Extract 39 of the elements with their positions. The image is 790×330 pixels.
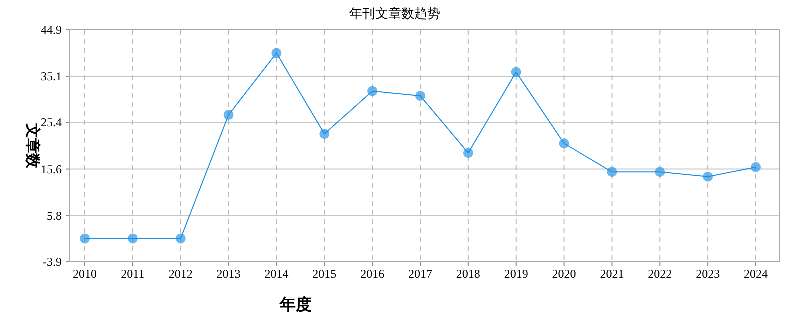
point [272, 48, 282, 58]
point [320, 129, 330, 140]
x-tick-label: 2016 [360, 267, 385, 281]
x-tick-label: 2011 [121, 267, 145, 281]
point [655, 167, 666, 178]
y-tick-label: -3.9 [43, 255, 62, 269]
x-tick-label: 2018 [456, 267, 480, 281]
x-tick-label: 2017 [408, 267, 432, 281]
chart-title: 年刊文章数趋势 [350, 6, 440, 21]
x-tick-label: 2010 [73, 267, 97, 281]
point [511, 67, 522, 78]
y-tick-label: 44.9 [41, 23, 62, 37]
point [128, 234, 138, 244]
y-axis-title: 文章数 [24, 122, 42, 170]
x-tick-label: 2013 [216, 267, 241, 281]
point [80, 234, 90, 244]
y-tick-label: 15.6 [41, 162, 62, 176]
x-tick-label: 2020 [552, 267, 576, 281]
point [176, 234, 186, 244]
y-tick-label: 25.4 [41, 116, 62, 130]
point [463, 148, 474, 158]
point [224, 110, 234, 120]
point [751, 162, 761, 172]
x-tick-label: 2021 [600, 267, 624, 281]
x-tick-label: 2014 [264, 267, 289, 281]
x-tick-label: 2015 [312, 267, 337, 281]
point [368, 86, 378, 96]
x-tick-label: 2023 [696, 267, 720, 281]
x-axis-title: 年度 [279, 295, 312, 314]
point [703, 172, 714, 182]
x-tick-label: 2022 [648, 267, 672, 281]
x-tick-label: 2019 [504, 267, 528, 281]
point [416, 91, 426, 102]
x-tick-label: 2024 [744, 267, 768, 281]
x-tick-label: 2012 [168, 267, 193, 281]
point [607, 167, 618, 178]
y-tick-label: 35.1 [41, 70, 62, 84]
point [559, 138, 570, 149]
y-tick-label: 5.8 [47, 208, 62, 223]
